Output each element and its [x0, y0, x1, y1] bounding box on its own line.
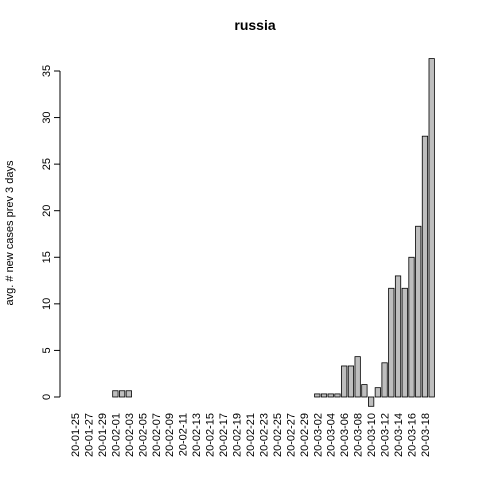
y-tick-label: 35: [41, 65, 53, 77]
x-tick-label: 20-03-14: [393, 413, 405, 457]
y-tick-label: 5: [41, 347, 53, 353]
x-tick-label: 20-01-27: [83, 413, 95, 457]
x-tick-label: 20-02-27: [285, 413, 297, 457]
y-axis-label: avg. # new cases prev 3 days: [4, 160, 16, 305]
x-tick-label: 20-02-17: [218, 413, 230, 457]
bar: [354, 356, 361, 398]
bar: [341, 365, 348, 398]
x-tick-label: 20-02-19: [232, 413, 244, 457]
x-tick-label: 20-02-01: [110, 413, 122, 457]
bar: [314, 393, 321, 398]
y-tick-label: 10: [41, 298, 53, 310]
x-tick-label: 20-02-03: [124, 413, 136, 457]
bar: [408, 256, 415, 398]
bar: [374, 387, 381, 398]
x-tick-label: 20-03-10: [366, 413, 378, 457]
bar: [381, 362, 388, 398]
x-tick-label: 20-02-25: [272, 413, 284, 457]
bar: [112, 390, 119, 398]
y-tick-label: 25: [41, 158, 53, 170]
bar: [125, 390, 132, 398]
x-tick-label: 20-03-12: [380, 413, 392, 457]
bar: [415, 225, 422, 398]
x-tick-label: 20-02-11: [178, 413, 190, 456]
x-tick-label: 20-03-06: [339, 413, 351, 457]
x-tick-label: 20-03-16: [407, 413, 419, 457]
bar: [327, 393, 334, 398]
bar: [361, 384, 368, 398]
bar: [394, 275, 402, 398]
x-tick-label: 20-01-29: [97, 413, 109, 457]
x-tick-label: 20-02-09: [164, 413, 176, 457]
x-tick-label: 20-02-21: [245, 413, 257, 457]
x-tick-label: 20-02-15: [205, 413, 217, 457]
x-tick-label: 20-02-13: [191, 413, 203, 457]
chart-title: russia: [234, 17, 275, 33]
x-tick-label: 20-01-25: [70, 413, 82, 457]
bar: [320, 393, 328, 398]
bar: [401, 287, 408, 398]
bar: [388, 287, 395, 398]
x-tick-label: 20-03-08: [353, 413, 365, 457]
x-tick-label: 20-02-29: [299, 413, 311, 457]
x-tick-label: 20-02-05: [137, 413, 149, 457]
x-tick-label: 20-03-02: [312, 413, 324, 457]
y-tick-label: 20: [41, 205, 53, 217]
bar: [334, 393, 341, 398]
bar: [347, 365, 355, 398]
bar: [428, 58, 435, 398]
x-tick-label: 20-03-18: [420, 413, 432, 457]
y-tick-label: 30: [41, 111, 53, 123]
x-tick-label: 20-02-07: [151, 413, 163, 457]
bar: [421, 135, 429, 398]
x-tick-label: 20-03-04: [326, 413, 338, 457]
y-tick-label: 15: [41, 251, 53, 263]
bar: [119, 390, 126, 398]
bar: [368, 396, 375, 407]
x-tick-label: 20-02-23: [258, 413, 270, 457]
y-tick-label: 0: [41, 394, 53, 400]
